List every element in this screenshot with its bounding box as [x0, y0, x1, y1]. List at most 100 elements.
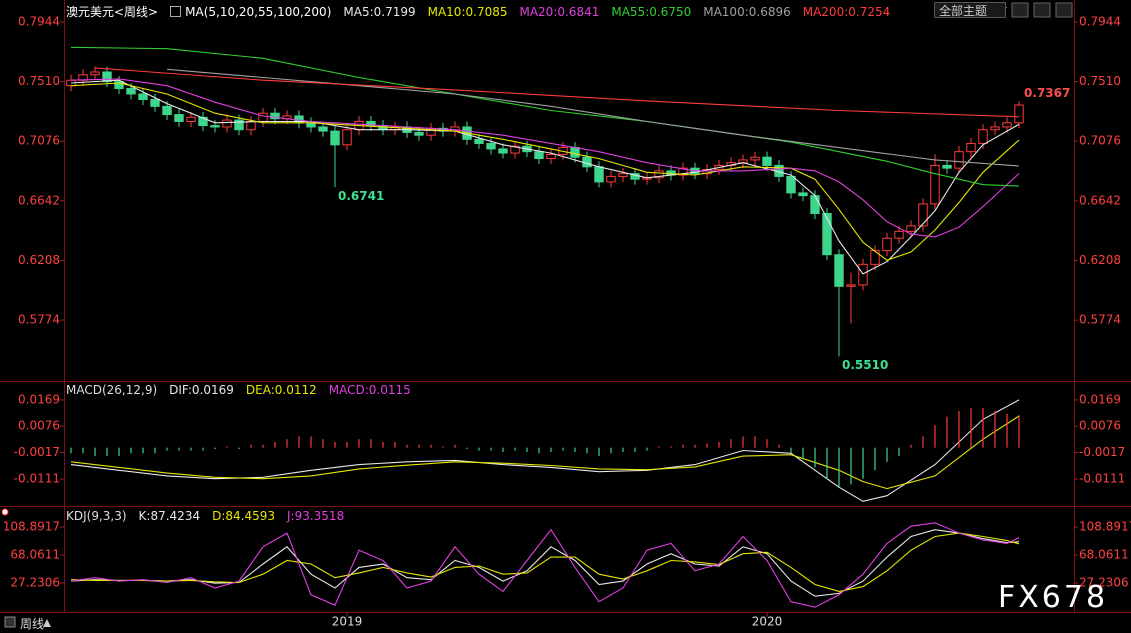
- candle-body: [678, 167, 688, 176]
- candle-body: [534, 151, 544, 160]
- tool-icon[interactable]: [1033, 2, 1051, 18]
- y-tick-label: 68.0611: [10, 548, 60, 562]
- candle-body: [570, 147, 580, 158]
- y-tick-label: 27.2306: [10, 576, 60, 590]
- candle-body: [210, 125, 220, 128]
- macd-legend: MACD(26,12,9) DIF:0.0169 DEA:0.0112 MACD:0.…: [66, 383, 411, 397]
- candle-body: [930, 164, 940, 205]
- candle-body: [234, 119, 244, 131]
- legend-entry: J:93.3518: [287, 509, 345, 523]
- candle-body: [966, 142, 976, 153]
- series-line: [70, 415, 1020, 490]
- series-line: [70, 82, 1020, 261]
- candle-body: [750, 156, 760, 161]
- candle-body: [150, 98, 160, 107]
- candle-body: [618, 173, 628, 177]
- kdj-legend: KDJ(9,3,3) K:87.4234 D:84.4593 J:93.3518: [66, 509, 344, 523]
- y-tick-label: 0.0076: [18, 419, 60, 433]
- candle-body: [90, 71, 100, 76]
- x-tick-label: 2019: [332, 615, 363, 629]
- plot-area: [66, 46, 1024, 357]
- timeframe-arrow[interactable]: [43, 619, 51, 627]
- candle-body: [906, 225, 916, 232]
- candle-body: [1002, 122, 1012, 128]
- chart-title: 澳元美元<周线>: [66, 5, 159, 19]
- candle-body: [882, 237, 892, 252]
- y-tick-label: 0.0169: [1079, 392, 1121, 406]
- legend-entry: MA55:0.6750: [611, 4, 692, 19]
- timeframe-icon[interactable]: [4, 616, 16, 628]
- candle-body: [942, 164, 952, 169]
- candle-body: [342, 129, 352, 146]
- watermark: FX678: [998, 580, 1109, 615]
- legend-entry: K:87.4234: [138, 509, 201, 523]
- plot-area: [70, 522, 1020, 608]
- timeframe-label[interactable]: 周线: [20, 617, 45, 631]
- candle-body: [366, 120, 376, 127]
- y-tick-label: 0.5774: [1079, 313, 1121, 327]
- candle-body: [258, 112, 268, 122]
- tool-icon[interactable]: [1011, 2, 1029, 18]
- candle-body: [654, 170, 664, 179]
- candle-body: [246, 120, 256, 131]
- candle-body: [414, 131, 424, 136]
- candle-body: [486, 142, 496, 150]
- candle-body: [606, 175, 616, 183]
- panel-title: KDJ(9,3,3): [66, 509, 127, 523]
- y-tick-label: 0.7076: [18, 134, 60, 148]
- y-tick-label: 0.5774: [18, 313, 60, 327]
- y-tick-label: 27.2306: [1079, 576, 1129, 590]
- candle-body: [594, 166, 604, 183]
- y-tick-label: 0.7510: [1079, 74, 1121, 88]
- series-line: [70, 78, 1020, 238]
- y-tick-label: 0.0169: [18, 392, 60, 406]
- low-label: 0.5510: [842, 358, 888, 372]
- candle-body: [798, 192, 808, 197]
- candle-body: [990, 126, 1000, 131]
- panel-title: MACD(26,12,9): [66, 383, 158, 397]
- series-line: [70, 522, 1020, 608]
- candle-body: [846, 284, 856, 287]
- y-tick-label: 108.8917: [3, 520, 60, 534]
- candle-body: [186, 116, 196, 122]
- y-tick-label: -0.0017: [1079, 445, 1125, 459]
- candle-body: [138, 93, 148, 100]
- legend-entry: MA20:0.6841: [519, 4, 600, 19]
- y-tick-label: 0.6208: [18, 253, 60, 267]
- y-tick-label: 0.7944: [18, 15, 60, 29]
- frame: [0, 0, 1131, 613]
- y-tick-label: 0.0076: [1079, 419, 1121, 433]
- theme-menu[interactable]: 全部主题: [934, 2, 1006, 18]
- legend-entry: MA200:0.7254: [802, 4, 891, 19]
- tool-icon[interactable]: [1055, 2, 1073, 18]
- chart-subtitle: MA(5,10,20,55,100,200): [185, 4, 332, 19]
- candle-body: [762, 156, 772, 166]
- candle-body: [834, 254, 844, 287]
- candle-body: [858, 263, 868, 286]
- candle-body: [894, 230, 904, 239]
- legend-entry: MA5:0.7199: [343, 4, 416, 19]
- series-line: [166, 68, 1020, 167]
- y-tick-label: -0.0111: [14, 472, 60, 486]
- candle-body: [822, 213, 832, 256]
- panel-marker: [1, 508, 9, 516]
- candle-body: [330, 130, 340, 146]
- candle-body: [954, 151, 964, 169]
- main-legend: 澳元美元<周线> MA(5,10,20,55,100,200) MA5:0.7199…: [66, 3, 890, 20]
- candle-body: [162, 105, 172, 116]
- candle-body: [126, 87, 136, 95]
- legend-entry: DEA:0.0112: [245, 383, 317, 397]
- y-tick-label: 0.6208: [1079, 253, 1121, 267]
- legend-entry: D:84.4593: [212, 509, 275, 523]
- candle-body: [786, 175, 796, 194]
- series-line: [70, 79, 1020, 275]
- legend-entry: DIF:0.0169: [169, 383, 234, 397]
- candle-body: [870, 250, 880, 265]
- low-label: 0.6741: [338, 189, 384, 203]
- plot-area: [70, 399, 1020, 502]
- y-tick-label: 68.0611: [1079, 548, 1129, 562]
- x-tick-label: 2020: [752, 615, 783, 629]
- legend-entry: MA10:0.7085: [427, 4, 508, 19]
